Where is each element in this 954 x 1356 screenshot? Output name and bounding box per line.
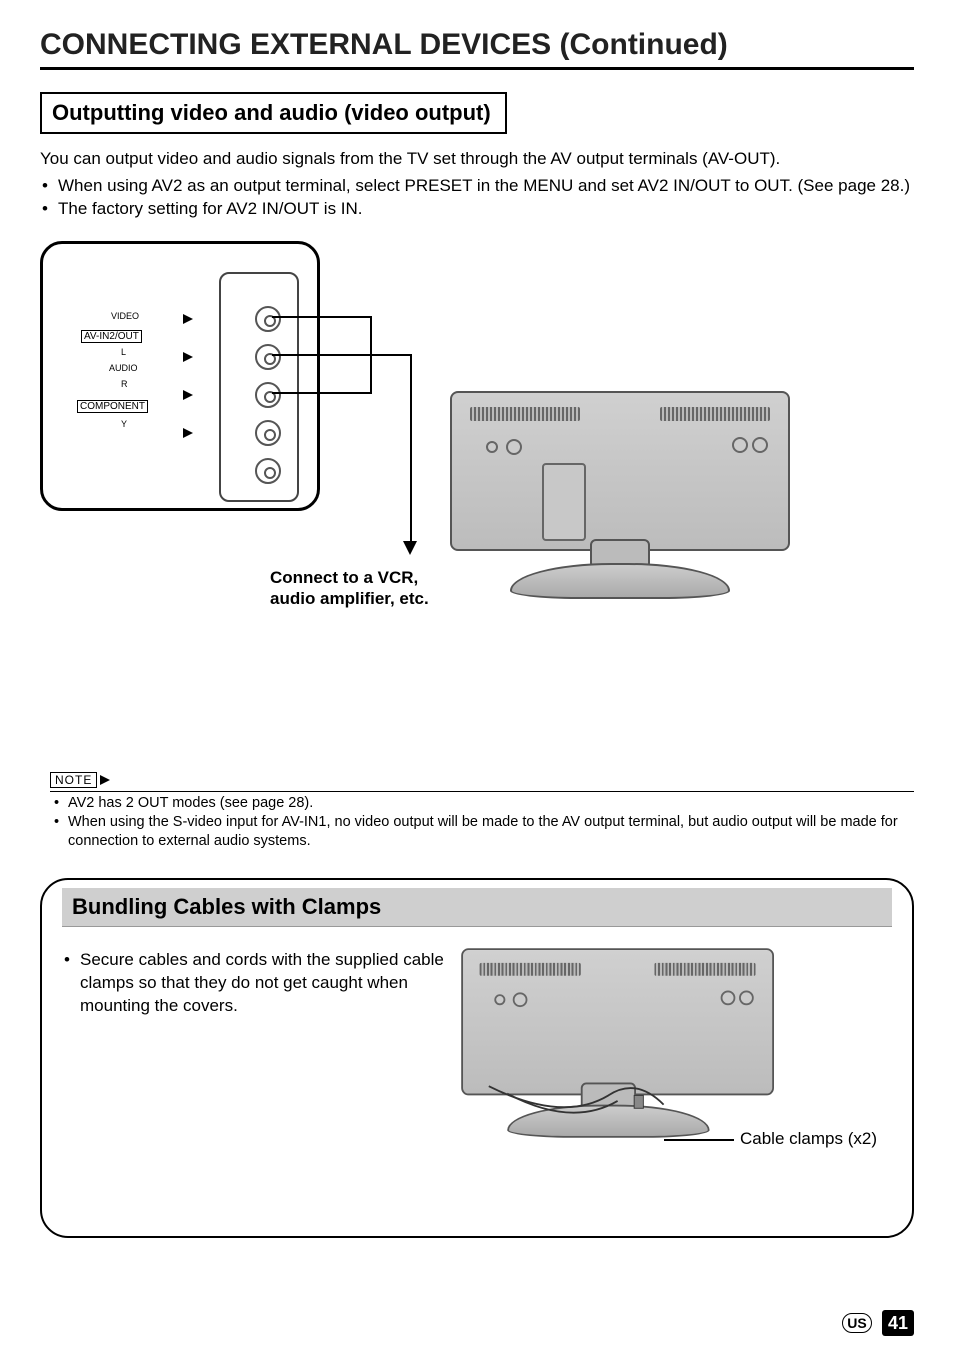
port-arrow-2 [183, 352, 193, 362]
label-y: Y [121, 420, 127, 429]
page-number: 41 [882, 1310, 914, 1336]
callout-figure: Cable clamps (x2) [452, 949, 892, 1018]
note-label: NOTE [50, 772, 97, 788]
label-avin2out: AV-IN2/OUT [81, 330, 142, 343]
wire-out [370, 354, 410, 356]
wire-1 [272, 316, 372, 318]
intro-bullet-1: When using AV2 as an output terminal, se… [40, 175, 914, 198]
caption-line1: Connect to a VCR, [270, 568, 418, 587]
title-rule [40, 67, 914, 70]
callout-bullet: Secure cables and cords with the supplie… [62, 949, 452, 1018]
intro-bullet-2: The factory setting for AV2 IN/OUT is IN… [40, 198, 914, 221]
port-panel-outline: VIDEO AV-IN2/OUT L AUDIO R COMPONENT Y [40, 241, 320, 511]
tv-rear-figure [440, 381, 800, 621]
label-component: COMPONENT [77, 400, 148, 413]
tv-body [450, 391, 790, 551]
clamp-label: Cable clamps (x2) [740, 1129, 877, 1149]
tv-grille-left [470, 407, 580, 421]
intro-bullets: When using AV2 as an output terminal, se… [40, 175, 914, 221]
mount-hole-4 [752, 437, 768, 453]
tv-port-panel [542, 463, 586, 541]
cables-icon [452, 1077, 765, 1132]
wire-down [410, 354, 412, 544]
wire-3 [272, 392, 372, 394]
diagram-area: VIDEO AV-IN2/OUT L AUDIO R COMPONENT Y C… [40, 241, 910, 661]
note-block: NOTE AV2 has 2 OUT modes (see page 28). … [40, 771, 914, 851]
clamp-leader-line [664, 1139, 734, 1141]
bundling-callout: Bundling Cables with Clamps Secure cable… [40, 878, 914, 1238]
rca-stack [255, 306, 281, 496]
tv-grille-right [660, 407, 770, 421]
label-video: VIDEO [111, 312, 139, 321]
label-audio: AUDIO [109, 364, 138, 373]
port-arrow-4 [183, 428, 193, 438]
wire-2 [272, 354, 372, 356]
tv2-hole-3 [721, 991, 736, 1006]
note-item-2: When using the S-video input for AV-IN1,… [50, 813, 914, 851]
tv2-grille-left [480, 963, 581, 976]
tv2-grille-right [654, 963, 755, 976]
label-r: R [121, 380, 128, 389]
tv2-hole-1 [494, 995, 505, 1006]
region-badge: US [842, 1313, 872, 1333]
tv2-hole-2 [513, 993, 528, 1008]
down-arrow-icon [403, 541, 417, 555]
page-title: CONNECTING EXTERNAL DEVICES (Continued) [40, 28, 914, 61]
intro-text: You can output video and audio signals f… [40, 148, 914, 171]
callout-heading: Bundling Cables with Clamps [62, 888, 892, 927]
note-list: AV2 has 2 OUT modes (see page 28). When … [50, 791, 914, 851]
callout-text: Secure cables and cords with the supplie… [62, 949, 452, 1018]
port-arrow-1 [183, 314, 193, 324]
mount-hole [486, 441, 498, 453]
rca-audio-l [255, 344, 281, 370]
section-heading-box: Outputting video and audio (video output… [40, 92, 507, 134]
caption-line2: audio amplifier, etc. [270, 589, 429, 608]
port-arrow-3 [183, 390, 193, 400]
rca-video [255, 306, 281, 332]
rca-extra [255, 458, 281, 484]
page-footer: US 41 [842, 1310, 914, 1336]
rca-component-y [255, 420, 281, 446]
mount-hole-3 [732, 437, 748, 453]
note-item-1: AV2 has 2 OUT modes (see page 28). [50, 794, 914, 813]
label-l: L [121, 348, 126, 357]
tv-stand-base [510, 563, 730, 599]
tv2-hole-4 [739, 991, 754, 1006]
mount-hole-2 [506, 439, 522, 455]
connect-caption: Connect to a VCR, audio amplifier, etc. [270, 567, 429, 610]
rca-audio-r [255, 382, 281, 408]
